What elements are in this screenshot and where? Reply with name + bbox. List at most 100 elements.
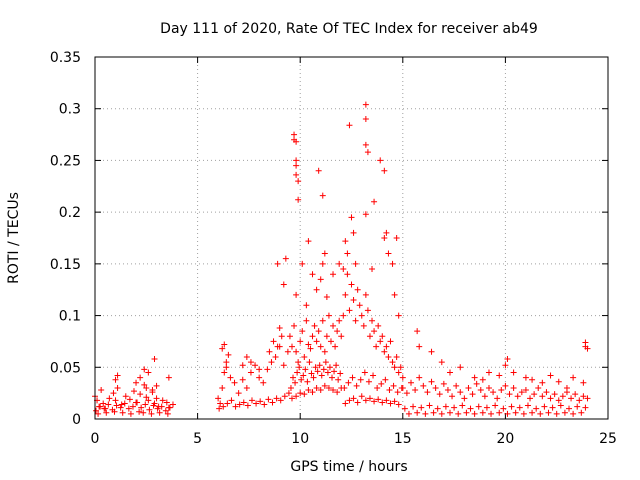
data-point — [118, 401, 125, 408]
data-point — [280, 281, 287, 288]
y-tick-label: 0.15 — [50, 257, 81, 273]
data-point — [502, 362, 509, 369]
data-point — [471, 374, 478, 381]
data-point — [169, 401, 176, 408]
data-point — [391, 291, 398, 298]
data-point — [535, 384, 542, 391]
data-point — [362, 141, 369, 148]
data-point — [334, 389, 341, 396]
data-point — [395, 312, 402, 319]
data-point — [403, 390, 410, 397]
data-point — [304, 378, 311, 385]
data-point — [338, 333, 345, 340]
data-point — [317, 343, 324, 350]
data-point — [557, 402, 564, 409]
data-point — [127, 410, 134, 417]
data-point — [324, 369, 331, 376]
data-point — [341, 384, 348, 391]
data-point — [97, 403, 104, 410]
data-point — [272, 353, 279, 360]
data-point — [130, 388, 137, 395]
data-point — [322, 359, 329, 366]
data-point — [305, 238, 312, 245]
data-point — [418, 404, 425, 411]
data-point — [572, 391, 579, 398]
data-point — [352, 260, 359, 267]
data-point — [385, 353, 392, 360]
data-point — [231, 379, 238, 386]
data-point — [405, 410, 412, 417]
data-point — [277, 397, 284, 404]
data-point — [270, 338, 277, 345]
y-tick-label: 0.35 — [50, 50, 81, 66]
data-point — [504, 356, 511, 363]
y-tick-label: 0.25 — [50, 153, 81, 169]
data-point — [479, 409, 486, 416]
data-point — [240, 399, 247, 406]
data-point — [299, 260, 306, 267]
data-point — [316, 362, 323, 369]
data-point — [358, 312, 365, 319]
data-point — [457, 364, 464, 371]
data-point — [329, 374, 336, 381]
data-point — [298, 376, 305, 383]
data-point — [502, 382, 509, 389]
data-point — [219, 345, 226, 352]
data-point — [340, 266, 347, 273]
data-point — [286, 333, 293, 340]
data-point — [348, 214, 355, 221]
data-point — [100, 400, 107, 407]
data-point — [321, 250, 328, 257]
y-tick-label: 0 — [72, 412, 81, 428]
data-point — [539, 379, 546, 386]
data-point — [320, 366, 327, 373]
data-point — [401, 405, 408, 412]
data-point — [143, 384, 150, 391]
data-point — [393, 235, 400, 241]
data-point — [582, 404, 589, 411]
data-point — [163, 399, 170, 406]
data-point — [381, 348, 388, 355]
data-point — [342, 291, 349, 298]
data-point — [166, 404, 173, 411]
data-point — [156, 409, 163, 416]
data-point — [278, 333, 285, 340]
data-point — [371, 198, 378, 205]
data-point — [327, 338, 334, 345]
x-tick-label: 20 — [496, 431, 514, 447]
data-point — [292, 379, 299, 386]
data-point — [576, 397, 583, 404]
data-point — [527, 395, 534, 402]
data-point — [370, 372, 377, 379]
data-point — [383, 229, 390, 236]
data-point — [225, 351, 232, 358]
data-point — [164, 410, 171, 417]
data-point — [508, 403, 515, 410]
data-point — [309, 389, 316, 396]
data-point — [215, 395, 222, 402]
data-point — [221, 341, 228, 348]
data-point — [344, 250, 351, 257]
data-point — [293, 157, 300, 164]
data-point — [510, 384, 517, 391]
data-point — [356, 302, 363, 309]
data-point — [268, 359, 275, 366]
data-point — [290, 374, 297, 381]
data-point — [331, 368, 338, 375]
data-point — [336, 317, 343, 324]
data-point — [223, 359, 230, 366]
data-point — [559, 393, 566, 400]
y-tick-label: 0.1 — [59, 309, 81, 325]
data-point — [301, 353, 308, 360]
x-axis-label: GPS time / hours — [290, 459, 407, 475]
data-point — [446, 369, 453, 376]
x-tick-label: 0 — [91, 431, 100, 447]
data-point — [371, 398, 378, 405]
data-point — [117, 404, 124, 411]
data-point — [330, 322, 337, 329]
data-point — [393, 353, 400, 360]
data-point — [288, 343, 295, 350]
data-point — [141, 366, 148, 373]
data-point — [506, 391, 513, 398]
data-point — [451, 404, 458, 411]
